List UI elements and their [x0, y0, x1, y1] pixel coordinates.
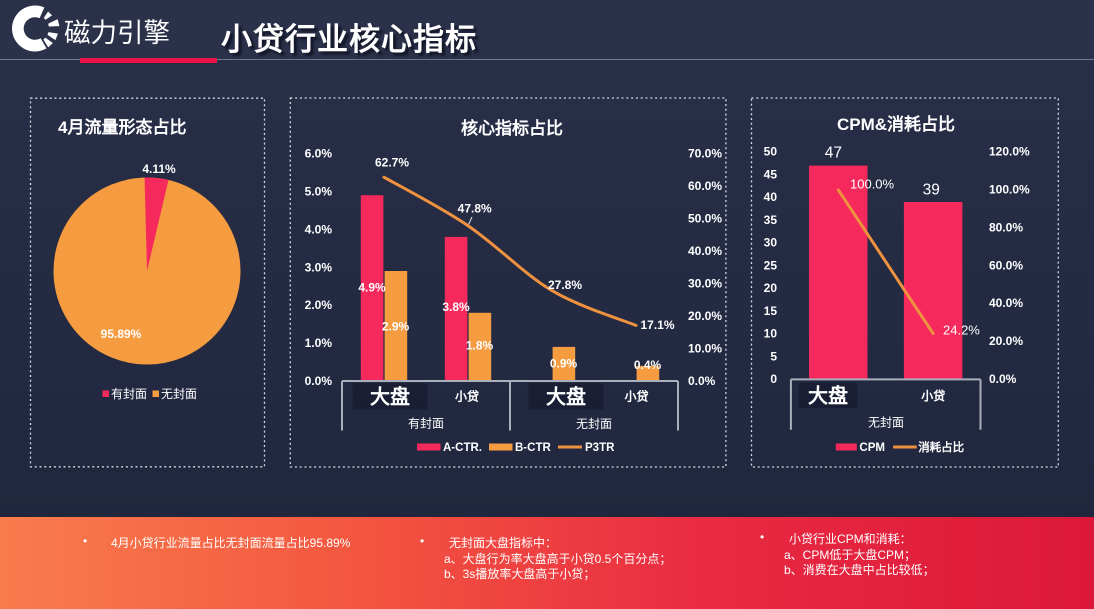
svg-text:30: 30: [764, 236, 778, 250]
svg-text:6.0%: 6.0%: [305, 147, 333, 161]
svg-text:0: 0: [770, 372, 777, 386]
svg-text:50: 50: [764, 145, 778, 159]
svg-text:0.0%: 0.0%: [688, 374, 716, 388]
svg-text:无封面: 无封面: [576, 417, 612, 431]
svg-text:20.0%: 20.0%: [688, 309, 722, 323]
svg-text:CPM: CPM: [859, 442, 885, 454]
svg-text:10: 10: [764, 327, 778, 341]
svg-text:15: 15: [764, 304, 778, 318]
svg-text:小贷: 小贷: [921, 388, 945, 403]
svg-text:大盘: 大盘: [370, 384, 410, 408]
svg-text:核心指标占比: 核心指标占比: [461, 118, 563, 138]
svg-text:有封面: 有封面: [408, 417, 444, 431]
svg-text:45: 45: [764, 167, 778, 181]
svg-text:A-CTR.: A-CTR.: [443, 442, 482, 454]
svg-text:40.0%: 40.0%: [989, 296, 1023, 310]
svg-text:0.0%: 0.0%: [305, 374, 333, 388]
svg-text:0.0%: 0.0%: [989, 372, 1017, 386]
svg-text:60.0%: 60.0%: [688, 179, 722, 193]
svg-text:62.7%: 62.7%: [375, 156, 409, 170]
svg-text:4.0%: 4.0%: [305, 222, 333, 236]
svg-text:95.89%: 95.89%: [101, 327, 142, 341]
svg-text:小贷: 小贷: [455, 389, 479, 404]
svg-text:24.2%: 24.2%: [943, 323, 980, 338]
svg-text:2.0%: 2.0%: [305, 298, 333, 312]
svg-text:47.8%: 47.8%: [458, 202, 492, 216]
svg-text:80.0%: 80.0%: [989, 220, 1023, 234]
svg-text:40.0%: 40.0%: [688, 244, 722, 258]
svg-text:20.0%: 20.0%: [989, 334, 1023, 348]
svg-text:B-CTR: B-CTR: [515, 442, 551, 454]
svg-text:35: 35: [764, 213, 778, 227]
svg-text:5.0%: 5.0%: [305, 185, 333, 199]
svg-text:大盘: 大盘: [808, 384, 848, 408]
svg-text:25: 25: [764, 258, 778, 272]
svg-text:CPM&消耗占比: CPM&消耗占比: [837, 114, 955, 134]
svg-text:4.9%: 4.9%: [358, 281, 386, 295]
svg-text:27.8%: 27.8%: [548, 278, 582, 292]
svg-text:10.0%: 10.0%: [688, 342, 722, 356]
svg-text:大盘: 大盘: [546, 384, 586, 408]
svg-text:47: 47: [825, 145, 842, 162]
svg-text:39: 39: [923, 182, 940, 199]
svg-text:1.8%: 1.8%: [466, 338, 494, 352]
svg-text:0.9%: 0.9%: [550, 356, 578, 370]
svg-text:0.4%: 0.4%: [634, 358, 662, 372]
svg-text:120.0%: 120.0%: [989, 145, 1030, 159]
svg-text:3.0%: 3.0%: [305, 260, 333, 274]
svg-text:小贷: 小贷: [624, 389, 648, 404]
svg-text:20: 20: [764, 281, 778, 295]
svg-text:60.0%: 60.0%: [989, 258, 1023, 272]
svg-text:有封面: 有封面: [111, 387, 147, 401]
svg-text:4.11%: 4.11%: [142, 162, 176, 176]
svg-text:消耗占比: 消耗占比: [918, 440, 964, 454]
svg-text:100.0%: 100.0%: [989, 183, 1030, 197]
svg-text:30.0%: 30.0%: [688, 277, 722, 291]
svg-text:50.0%: 50.0%: [688, 212, 722, 226]
svg-text:无封面: 无封面: [161, 387, 197, 401]
svg-text:1.0%: 1.0%: [305, 336, 333, 350]
svg-text:100.0%: 100.0%: [850, 177, 895, 192]
svg-text:3.8%: 3.8%: [442, 300, 470, 314]
svg-text:70.0%: 70.0%: [688, 147, 722, 161]
svg-text:17.1%: 17.1%: [640, 318, 674, 332]
svg-text:无封面: 无封面: [868, 416, 904, 430]
svg-text:P3TR: P3TR: [585, 442, 615, 454]
svg-text:40: 40: [764, 190, 778, 204]
svg-text:5: 5: [770, 349, 777, 363]
svg-text:2.9%: 2.9%: [382, 320, 410, 334]
